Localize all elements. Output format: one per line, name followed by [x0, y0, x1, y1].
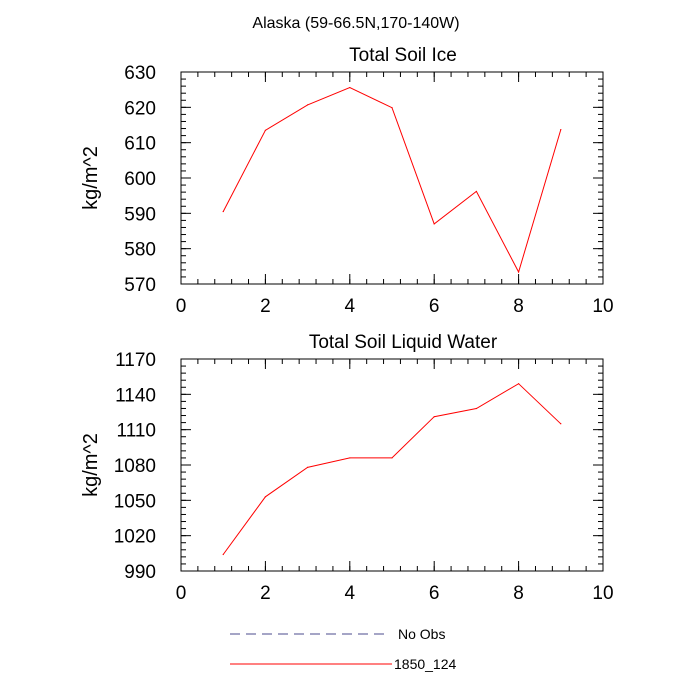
y-tick-label: 580	[124, 240, 156, 261]
legend: No Obs 1850_124	[230, 626, 457, 672]
y-tick-label: 570	[124, 275, 156, 296]
x-tick-label: 2	[260, 296, 271, 317]
x-tick-label: 6	[429, 583, 440, 604]
data-point	[222, 210, 224, 213]
data-point	[391, 107, 393, 109]
y-tick-label: 590	[124, 204, 156, 225]
data-point	[475, 190, 477, 193]
data-point	[307, 104, 309, 106]
y-tick-label: 620	[124, 98, 156, 119]
data-point	[222, 553, 224, 556]
x-tick-label: 10	[592, 296, 613, 317]
x-tick-label: 10	[592, 583, 613, 604]
panel-title: Total Soil Liquid Water	[309, 332, 498, 353]
data-point	[307, 466, 309, 468]
y-tick-label: 990	[124, 562, 156, 583]
data-point	[433, 416, 435, 418]
legend-label-no-obs: No Obs	[398, 626, 445, 642]
x-tick-label: 8	[513, 296, 524, 317]
chart-panel-2: Total Soil Liquid Water kg/m^2 0 2 4 6 8 10 990 1…	[80, 332, 614, 604]
y-tick-label: 610	[124, 134, 156, 155]
data-point	[264, 496, 266, 498]
data-point	[560, 128, 562, 131]
x-tick-label: 6	[429, 296, 440, 317]
panel-title: Total Soil Ice	[349, 45, 457, 66]
y-tick-label: 1110	[117, 421, 156, 442]
data-point	[518, 383, 520, 385]
series-line-1850-124	[222, 86, 562, 274]
y-axis-label: kg/m^2	[80, 146, 102, 210]
chart-panel-1: Total Soil Ice kg/m^2 0 2 4 6 8 10 570 580 590 600 6…	[80, 45, 614, 317]
y-tick-label: 1020	[114, 527, 156, 548]
y-axis-label: kg/m^2	[80, 433, 102, 497]
series-line-1850-124	[222, 383, 562, 555]
x-tick-label: 8	[513, 583, 524, 604]
figure-title: Alaska (59-66.5N,170-140W)	[252, 15, 459, 32]
y-tick-label: 600	[124, 169, 156, 190]
data-point	[391, 457, 393, 459]
data-point	[518, 271, 520, 273]
x-tick-label: 0	[176, 296, 187, 317]
data-point	[475, 407, 477, 410]
y-tick-label: 630	[124, 63, 156, 84]
y-tick-label: 1080	[114, 456, 156, 477]
legend-label-1850-124: 1850_124	[394, 656, 457, 672]
plot-frame	[180, 71, 604, 285]
y-tick-label: 1170	[115, 350, 156, 371]
x-tick-label: 4	[345, 296, 356, 317]
x-tick-label: 4	[345, 583, 356, 604]
data-point	[433, 223, 435, 225]
data-point	[349, 86, 351, 89]
plot-frame	[180, 358, 604, 572]
data-point	[560, 423, 562, 425]
data-point	[264, 129, 266, 131]
x-tick-label: 2	[260, 583, 271, 604]
x-tick-label: 0	[176, 583, 187, 604]
y-tick-label: 1050	[114, 491, 156, 512]
data-point	[349, 457, 351, 459]
y-tick-label: 1140	[115, 385, 156, 406]
